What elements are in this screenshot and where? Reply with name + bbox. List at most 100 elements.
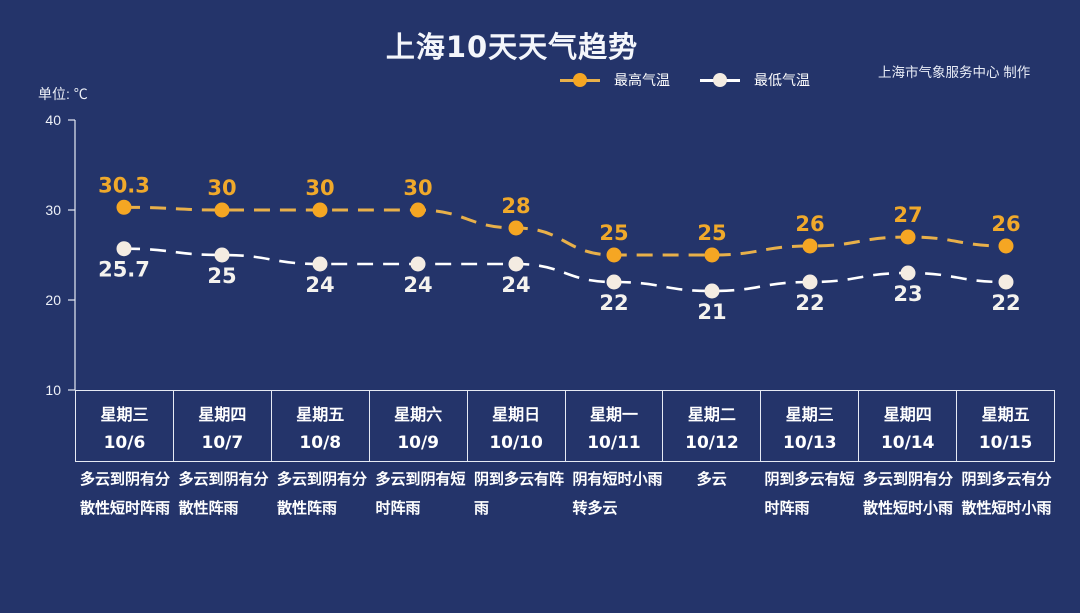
low-temp-point bbox=[214, 247, 230, 263]
day-column-header: 星期四 10/7 bbox=[174, 391, 272, 461]
date-label: 10/12 bbox=[685, 433, 739, 453]
high-temp-point bbox=[116, 199, 132, 215]
high-temp-point bbox=[998, 238, 1014, 254]
weekday-label: 星期日 bbox=[492, 405, 541, 424]
weather-description: 多云到阴有分散性短时小雨 bbox=[863, 470, 954, 517]
weather-description: 阴有短时小雨转多云 bbox=[572, 470, 663, 517]
y-tick-label: 10 bbox=[45, 382, 61, 398]
high-temp-point bbox=[606, 247, 622, 263]
date-label: 10/15 bbox=[978, 433, 1033, 453]
legend-item-high: 最高气温 bbox=[560, 70, 670, 90]
legend-label-low: 最低气温 bbox=[754, 73, 810, 89]
high-temp-point bbox=[900, 229, 916, 245]
weather-description: 阴到多云有阵雨 bbox=[474, 470, 565, 517]
low-temp-point bbox=[508, 256, 524, 272]
high-temp-label: 27 bbox=[893, 203, 922, 227]
low-temp-label: 23 bbox=[893, 282, 922, 306]
low-temp-label: 25.7 bbox=[98, 258, 150, 282]
low-temp-point bbox=[606, 274, 622, 290]
day-header-row: 星期三 10/6 星期四 10/7 星期五 10/8 星期六 10/9 星期日 10/10 星期一 1… bbox=[75, 390, 1055, 462]
low-temp-line bbox=[123, 247, 1007, 293]
weather-description: 多云到阴有分散性阵雨 bbox=[277, 470, 368, 517]
weather-description: 多云到阴有分散性阵雨 bbox=[178, 470, 269, 517]
high-temp-point bbox=[802, 238, 818, 254]
weather-description: 多云 bbox=[696, 470, 727, 488]
y-axis: 10 20 30 40 bbox=[45, 112, 76, 398]
high-temp-label: 30 bbox=[305, 176, 334, 200]
high-temp-line bbox=[123, 205, 1007, 257]
credit-text: 上海市气象服务中心 制作 bbox=[878, 65, 1031, 80]
high-temp-label: 30 bbox=[207, 176, 236, 200]
high-temp-label: 26 bbox=[991, 212, 1020, 236]
date-label: 10/14 bbox=[880, 433, 935, 453]
low-temp-label: 22 bbox=[991, 291, 1020, 315]
weekday-label: 星期一 bbox=[589, 405, 638, 424]
day-column-header: 星期一 10/11 bbox=[566, 391, 664, 461]
legend-item-low: 最低气温 bbox=[700, 70, 810, 90]
weather-description: 阴到多云有分散性短时小雨 bbox=[961, 470, 1052, 517]
day-column-header: 星期二 10/12 bbox=[663, 391, 762, 461]
high-temp-label: 26 bbox=[795, 212, 824, 236]
weekday-label: 星期二 bbox=[687, 405, 736, 424]
day-column-header: 星期四 10/14 bbox=[859, 391, 958, 461]
weather-description: 阴到多云有短时阵雨 bbox=[764, 470, 855, 517]
low-temp-label: 22 bbox=[599, 291, 628, 315]
low-temp-point bbox=[116, 241, 132, 257]
high-temp-label: 30 bbox=[403, 176, 432, 200]
date-label: 10/10 bbox=[489, 433, 543, 453]
date-label: 10/9 bbox=[397, 433, 440, 453]
chart-title: 上海10天天气趋势 bbox=[385, 30, 639, 64]
date-label: 10/8 bbox=[299, 433, 342, 453]
high-temp-label: 30.3 bbox=[98, 173, 150, 197]
date-label: 10/13 bbox=[783, 433, 837, 453]
legend-swatch-low-icon bbox=[700, 73, 740, 87]
high-temp-point bbox=[312, 202, 328, 218]
weekday-label: 星期六 bbox=[394, 405, 443, 424]
y-tick-label: 30 bbox=[45, 202, 61, 218]
weather-description: 多云到阴有短时阵雨 bbox=[375, 470, 466, 517]
date-label: 10/11 bbox=[587, 433, 641, 453]
high-temp-label: 25 bbox=[599, 221, 628, 245]
date-label: 10/6 bbox=[103, 433, 146, 453]
low-temp-label: 25 bbox=[207, 264, 236, 288]
high-temp-point bbox=[704, 247, 720, 263]
date-label: 10/7 bbox=[201, 433, 244, 453]
legend-swatch-high-icon bbox=[560, 73, 600, 87]
low-temp-point bbox=[802, 274, 818, 290]
day-column-header: 星期日 10/10 bbox=[468, 391, 566, 461]
high-temp-label: 25 bbox=[697, 221, 726, 245]
weather-description: 多云到阴有分散性短时阵雨 bbox=[80, 470, 171, 517]
weekday-label: 星期五 bbox=[981, 405, 1030, 424]
day-column-header: 星期五 10/15 bbox=[957, 391, 1054, 461]
high-temp-point bbox=[508, 220, 524, 236]
weekday-label: 星期四 bbox=[883, 405, 932, 424]
low-temp-point bbox=[312, 256, 328, 272]
weekday-label: 星期四 bbox=[198, 405, 247, 424]
low-temp-label: 24 bbox=[305, 273, 334, 297]
series-points bbox=[116, 199, 1014, 299]
low-temp-point bbox=[900, 265, 916, 281]
weather-description-row: 多云到阴有分散性短时阵雨 多云到阴有分散性阵雨 多云到阴有分散性阵雨 多云到阴有短时阵… bbox=[75, 465, 1055, 523]
low-temp-label: 21 bbox=[697, 300, 726, 324]
low-temp-point bbox=[410, 256, 426, 272]
high-temp-point bbox=[214, 202, 230, 218]
low-temp-label: 24 bbox=[403, 273, 432, 297]
day-column-header: 星期五 10/8 bbox=[272, 391, 370, 461]
day-column-header: 星期三 10/13 bbox=[761, 391, 860, 461]
low-temp-label: 22 bbox=[795, 291, 824, 315]
legend-label-high: 最高气温 bbox=[614, 73, 670, 89]
weekday-label: 星期五 bbox=[296, 405, 345, 424]
high-temp-point bbox=[410, 202, 426, 218]
weekday-label: 星期三 bbox=[785, 405, 834, 424]
low-temp-label: 24 bbox=[501, 273, 530, 297]
weekday-label: 星期三 bbox=[100, 405, 149, 424]
low-temp-point bbox=[704, 283, 720, 299]
low-temp-point bbox=[998, 274, 1014, 290]
high-temp-label: 28 bbox=[501, 194, 530, 218]
data-labels: 30.3 30 30 30 28 25 25 26 27 26 25.7 25 24 24 24 22 21 22… bbox=[98, 173, 1021, 324]
series-lines bbox=[123, 205, 1007, 293]
day-column-header: 星期六 10/9 bbox=[370, 391, 468, 461]
y-tick-label: 40 bbox=[45, 112, 61, 128]
day-column-header: 星期三 10/6 bbox=[76, 391, 174, 461]
